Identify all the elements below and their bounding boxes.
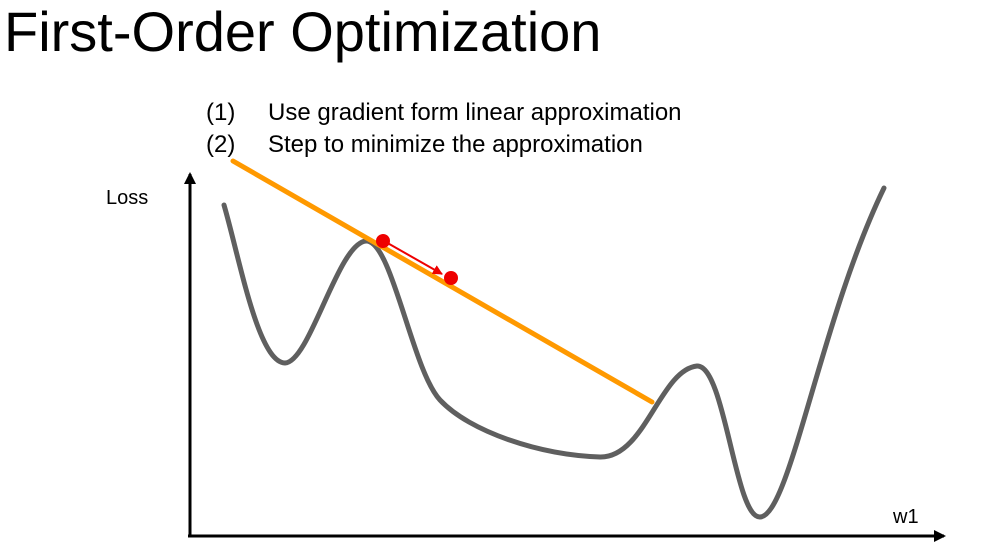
step-number: (1)	[206, 99, 236, 126]
x-axis-label: w1	[892, 506, 919, 528]
step-text: Step to minimize the approximation	[268, 131, 643, 158]
current-point	[376, 234, 390, 248]
step-item: (2) Step to minimize the approximation	[206, 129, 682, 161]
step-item: (1) Use gradient form linear approximati…	[206, 97, 682, 129]
step-arrow	[383, 240, 443, 275]
slide-title: First-Order Optimization	[4, 0, 602, 63]
step-text: Use gradient form linear approximation	[268, 99, 682, 126]
steps-list: (1) Use gradient form linear approximati…	[206, 97, 682, 161]
tangent-line	[230, 158, 655, 405]
step-number: (2)	[206, 131, 236, 158]
loss-curve	[221, 185, 887, 520]
next-point	[444, 271, 458, 285]
y-axis-label: Loss	[106, 187, 148, 209]
